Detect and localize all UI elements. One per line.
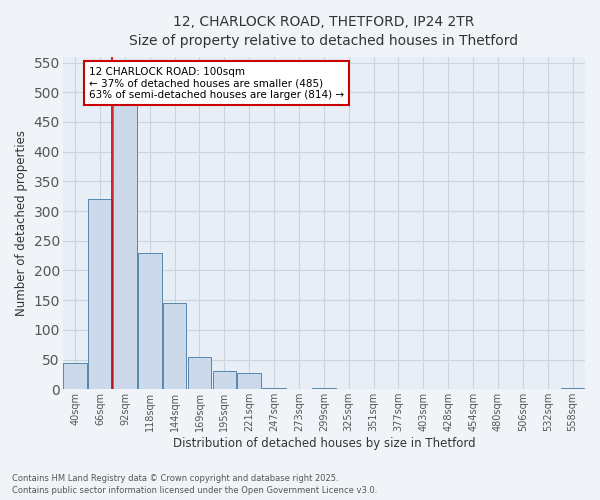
Y-axis label: Number of detached properties: Number of detached properties [15,130,28,316]
Bar [64,362,87,390]
Title: 12, CHARLOCK ROAD, THETFORD, IP24 2TR
Size of property relative to detached hous: 12, CHARLOCK ROAD, THETFORD, IP24 2TR Si… [129,15,518,48]
Bar [113,101,137,390]
Bar [262,388,286,390]
Text: Contains HM Land Registry data © Crown copyright and database right 2025.
Contai: Contains HM Land Registry data © Crown c… [12,474,377,495]
Bar [138,252,161,390]
Bar [163,303,187,390]
Bar [212,372,236,390]
Bar [88,199,112,390]
Bar [188,356,211,390]
Bar [238,372,261,390]
Text: 12 CHARLOCK ROAD: 100sqm
← 37% of detached houses are smaller (485)
63% of semi-: 12 CHARLOCK ROAD: 100sqm ← 37% of detach… [89,66,344,100]
X-axis label: Distribution of detached houses by size in Thetford: Distribution of detached houses by size … [173,437,475,450]
Bar [561,388,584,390]
Bar [312,388,335,390]
